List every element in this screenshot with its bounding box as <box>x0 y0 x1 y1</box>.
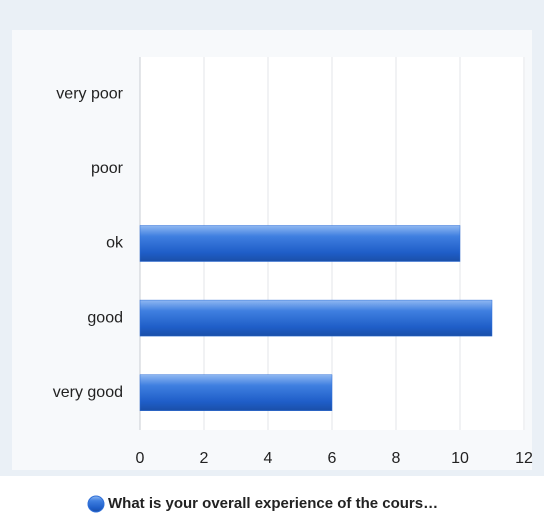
legend-marker <box>87 495 105 513</box>
y-tick-label: ok <box>106 235 124 252</box>
y-tick-label: very poor <box>56 86 123 103</box>
legend-label: What is your overall experience of the c… <box>108 495 438 512</box>
x-tick-label: 12 <box>515 450 533 467</box>
y-tick-label: poor <box>91 160 124 177</box>
y-tick-label: good <box>87 309 123 326</box>
y-tick-label: very good <box>53 384 123 401</box>
x-tick-label: 10 <box>451 450 469 467</box>
x-tick-label: 6 <box>328 450 337 467</box>
x-tick-label: 2 <box>200 450 209 467</box>
bar <box>139 299 493 337</box>
bar <box>139 374 333 411</box>
bar <box>139 225 461 262</box>
x-tick-label: 4 <box>264 450 273 467</box>
x-tick-label: 8 <box>392 450 401 467</box>
x-tick-label: 0 <box>136 450 145 467</box>
